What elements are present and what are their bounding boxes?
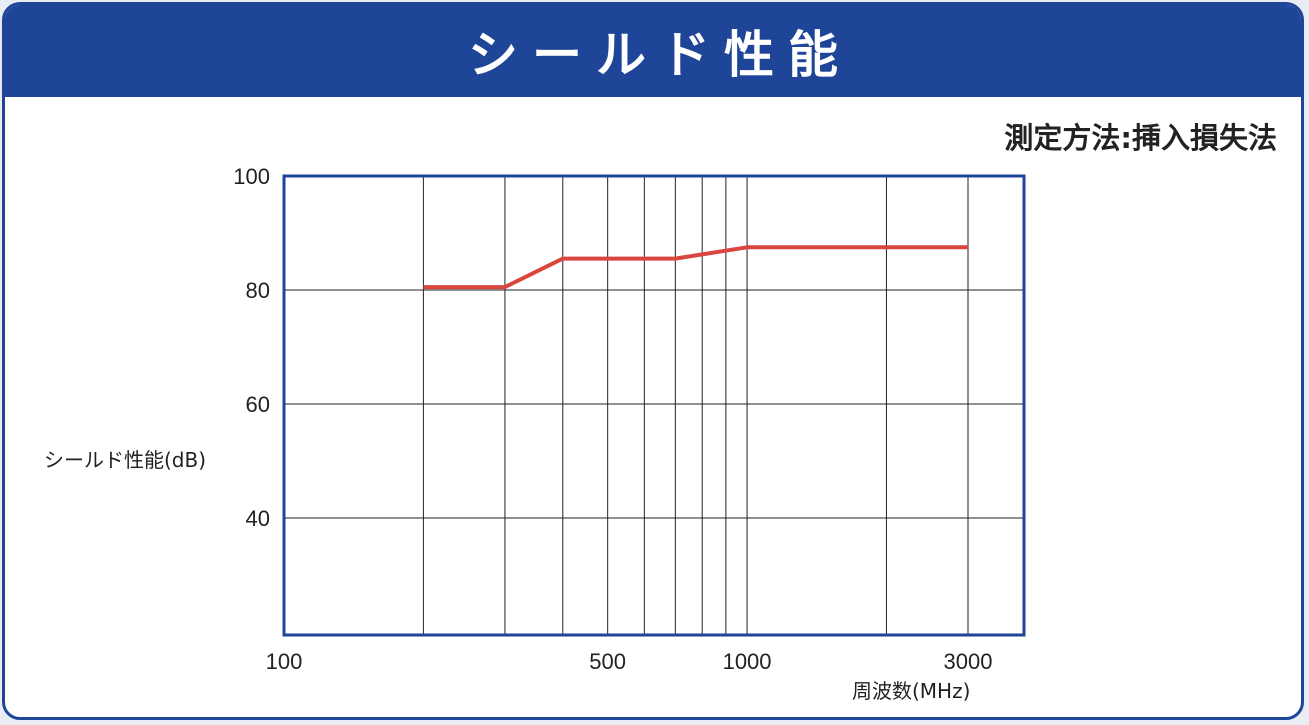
grid-layer bbox=[284, 176, 1024, 635]
x-tick-label: 100 bbox=[266, 649, 303, 674]
page-title: シールド性能 bbox=[468, 26, 852, 84]
measurement-method-label: 測定方法:挿入損失法 bbox=[1004, 121, 1277, 155]
series-layer bbox=[423, 245, 968, 290]
series-line bbox=[423, 245, 968, 290]
plot-frame bbox=[282, 174, 1026, 637]
y-tick-label: 100 bbox=[233, 164, 270, 189]
y-tick-label: 80 bbox=[246, 278, 270, 303]
header-bar: シールド性能 bbox=[5, 5, 1301, 97]
y-tick-label: 40 bbox=[246, 506, 270, 531]
tick-layer: 100 80 60 40 100 500 1000 3000 bbox=[233, 164, 992, 674]
x-tick-label: 1000 bbox=[723, 649, 772, 674]
y-tick-label: 60 bbox=[246, 392, 270, 417]
y-axis-label: シールド性能(dB) bbox=[44, 448, 206, 472]
x-axis-label: 周波数(MHz) bbox=[852, 679, 970, 703]
x-tick-label: 3000 bbox=[944, 649, 993, 674]
x-tick-label: 500 bbox=[589, 649, 626, 674]
